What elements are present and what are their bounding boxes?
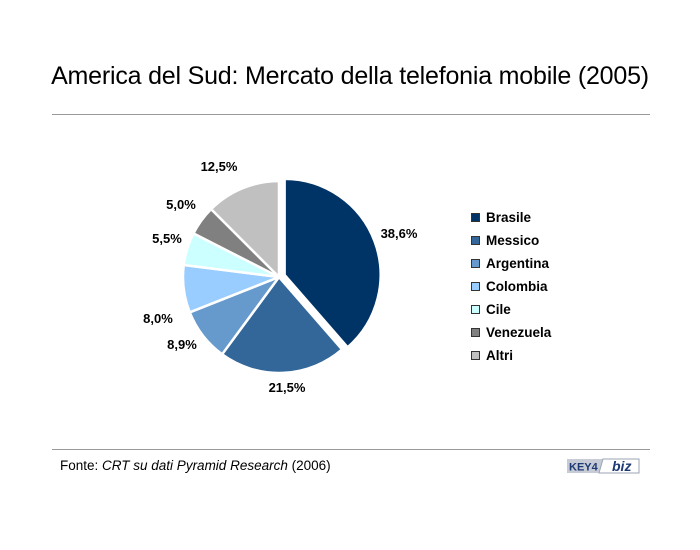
data-label-altri: 12,5% [201, 159, 238, 174]
legend-item-venezuela: Venezuela [471, 321, 551, 344]
source-year: (2006) [287, 458, 331, 473]
top-divider [52, 114, 650, 115]
logo-left-text: KEY4 [569, 462, 599, 474]
pie-slice-brasile [283, 177, 382, 350]
bottom-divider [52, 449, 650, 450]
legend-item-altri: Altri [471, 344, 551, 367]
data-label-colombia: 8,0% [143, 311, 173, 326]
data-label-argentina: 8,9% [167, 337, 197, 352]
legend-swatch [471, 282, 480, 291]
legend-swatch [471, 328, 480, 337]
legend-label: Altri [486, 348, 513, 363]
legend-item-brasile: Brasile [471, 206, 551, 229]
legend-label: Argentina [486, 256, 550, 271]
legend-swatch [471, 259, 480, 268]
logo-left-plate [567, 459, 605, 473]
legend-label: Cile [486, 302, 511, 317]
legend-swatch [471, 351, 480, 360]
logo-right-plate [598, 458, 640, 474]
legend-swatch [471, 236, 480, 245]
pie-slice-altri [209, 179, 281, 281]
chart-title: America del Sud: Mercato della telefonia… [51, 62, 649, 90]
legend-label: Venezuela [486, 325, 552, 340]
legend-swatch [471, 305, 480, 314]
data-label-messico: 21,5% [269, 380, 306, 395]
source-name: CRT su dati Pyramid Research [102, 458, 288, 473]
legend-label: Brasile [486, 210, 532, 225]
legend-item-argentina: Argentina [471, 252, 551, 275]
data-label-cile: 5,5% [152, 231, 182, 246]
legend-item-cile: Cile [471, 298, 551, 321]
legend-swatch [471, 213, 480, 222]
legend-label: Messico [486, 233, 540, 248]
data-label-brasile: 38,6% [381, 226, 418, 241]
legend-item-messico: Messico [471, 229, 551, 252]
source-prefix: Fonte: [60, 458, 103, 473]
key4biz-logo: KEY4 biz [567, 458, 640, 474]
logo-right-text: biz [612, 458, 631, 474]
pie-slice-messico [220, 275, 344, 375]
chart-legend: Brasile Messico Argentina Colombia Cile Venez… [471, 206, 551, 367]
source-note: Fonte: CRT su dati Pyramid Research (200… [60, 458, 331, 473]
legend-label: Colombia [486, 279, 548, 294]
legend-item-colombia: Colombia [471, 275, 551, 298]
data-label-venezuela: 5,0% [166, 197, 196, 212]
